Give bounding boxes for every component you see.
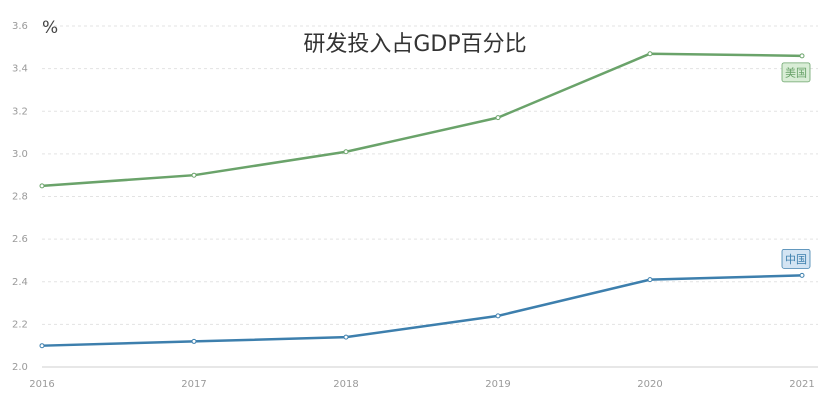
y-tick-label: 2.6 <box>12 234 28 245</box>
y-tick-label: 2.2 <box>12 319 28 330</box>
x-axis-ticks: 2016 2017 2018 2019 2020 2021 <box>29 379 814 390</box>
x-tick-label: 2018 <box>333 379 358 390</box>
y-tick-label: 2.0 <box>12 362 28 373</box>
data-point <box>495 313 501 319</box>
series-line <box>41 52 803 188</box>
y-tick-label: 3.6 <box>12 21 28 32</box>
series-end-label: 中国 <box>781 248 811 269</box>
x-tick-label: 2017 <box>181 379 206 390</box>
data-point <box>647 51 653 57</box>
data-point <box>191 338 197 344</box>
series-label-text: 美国 <box>785 66 807 79</box>
y-tick-label: 3.2 <box>12 106 28 117</box>
series-line <box>41 274 803 347</box>
x-tick-label: 2016 <box>29 379 54 390</box>
series-label-box <box>781 248 811 269</box>
series-end-label: 美国 <box>781 62 811 83</box>
series-1: 中国 <box>39 248 811 349</box>
data-point <box>191 172 197 178</box>
y-axis-ticks: 2.0 2.2 2.4 2.6 2.8 3.0 3.2 3.4 3.6 <box>12 21 28 373</box>
x-tick-label: 2019 <box>485 379 510 390</box>
x-tick-label: 2021 <box>789 379 814 390</box>
data-point <box>343 334 349 340</box>
data-point <box>343 149 349 155</box>
x-tick-label: 2020 <box>637 379 662 390</box>
y-tick-label: 2.4 <box>12 277 28 288</box>
y-tick-label: 2.8 <box>12 192 28 203</box>
series-label-text: 中国 <box>785 253 807 266</box>
chart-title: 研发投入占GDP百分比 <box>303 32 526 57</box>
series-label-box <box>781 62 811 83</box>
data-point <box>39 343 45 349</box>
data-point <box>495 115 501 121</box>
data-point <box>647 277 653 283</box>
data-point <box>39 183 45 189</box>
data-point <box>799 272 805 278</box>
y-tick-label: 3.0 <box>12 149 28 160</box>
series-0: 美国 <box>39 51 811 189</box>
grid-lines <box>42 25 818 368</box>
y-tick-label: 3.4 <box>12 64 28 75</box>
data-point <box>799 53 805 59</box>
y-axis-unit: % <box>42 18 58 38</box>
